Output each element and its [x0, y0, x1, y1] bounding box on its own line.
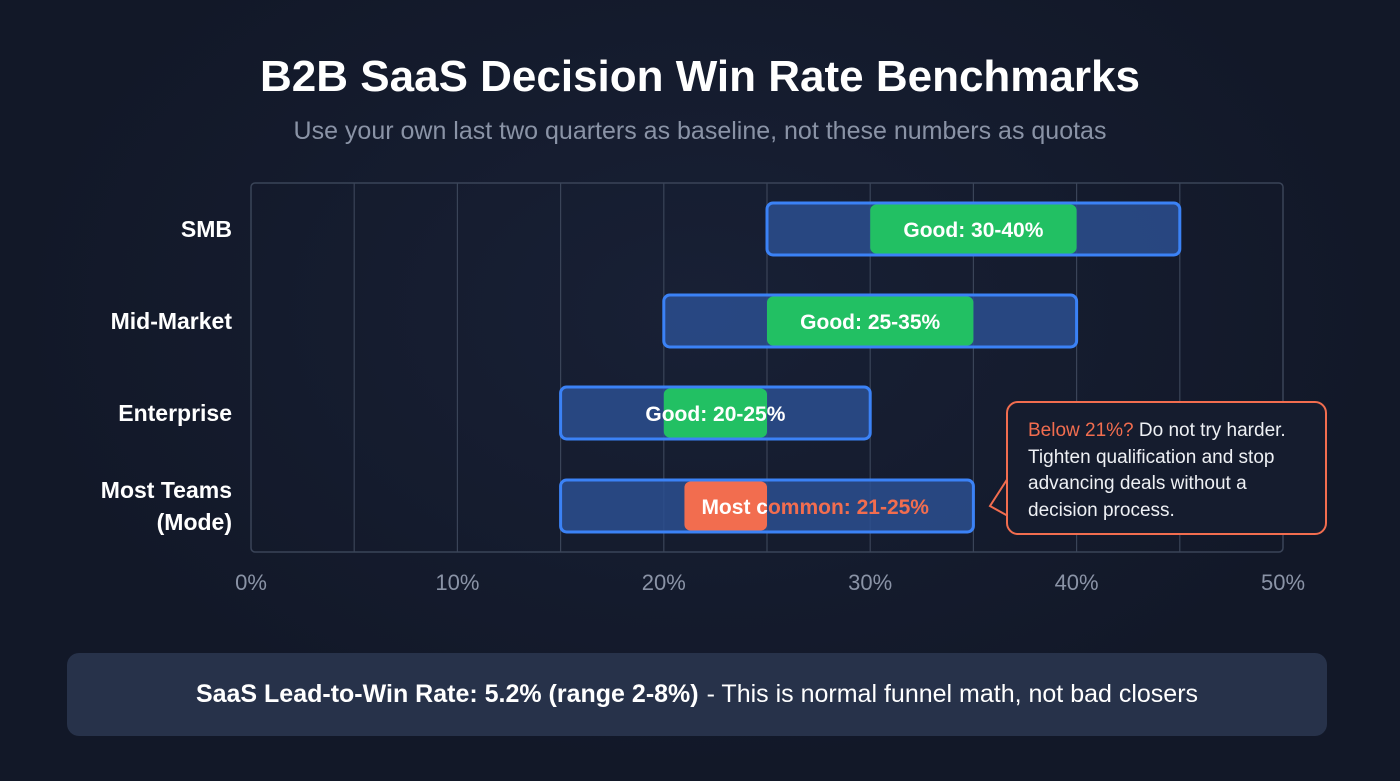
callout-tail — [988, 477, 1009, 517]
footer-banner: SaaS Lead-to-Win Rate: 5.2% (range 2-8%)… — [67, 653, 1327, 736]
x-tick-label: 20% — [642, 570, 686, 595]
highlight-bar — [870, 204, 1077, 254]
highlight-label: Good: 30-40% — [903, 219, 1043, 242]
chart-subtitle: Use your own last two quarters as baseli… — [293, 117, 1107, 145]
row-label: Enterprise — [118, 400, 232, 426]
x-tick-label: 30% — [848, 570, 892, 595]
row-label: Mid-Market — [111, 308, 233, 334]
footer-text: - This is normal funnel math, not bad cl… — [706, 680, 1199, 708]
row-label: (Mode) — [157, 509, 232, 535]
row-label: Most Teams — [101, 477, 232, 503]
highlight-label: Good: 25-35% — [800, 311, 940, 334]
callout-highlight: Below 21%? — [1028, 420, 1134, 441]
highlight-label: Most common: 21-25% — [701, 496, 929, 519]
x-tick-label: 50% — [1261, 570, 1305, 595]
x-tick-label: 0% — [235, 570, 267, 595]
chart-title: B2B SaaS Decision Win Rate Benchmarks — [260, 52, 1140, 101]
callout-text: Do not try harder. Tighten qualification… — [1028, 420, 1286, 521]
row-label: SMB — [181, 216, 232, 242]
footer-bold: SaaS Lead-to-Win Rate: 5.2% (range 2-8%) — [195, 680, 699, 708]
highlight-bar — [767, 296, 974, 346]
highlight-bar — [684, 481, 767, 531]
highlight-bar — [663, 388, 767, 438]
callout-box: Below 21%? Do not try harder. Tighten qu… — [1006, 401, 1327, 535]
highlight-label: Good: 20-25% — [645, 403, 785, 426]
x-tick-label: 40% — [1055, 570, 1099, 595]
x-tick-label: 10% — [435, 570, 479, 595]
